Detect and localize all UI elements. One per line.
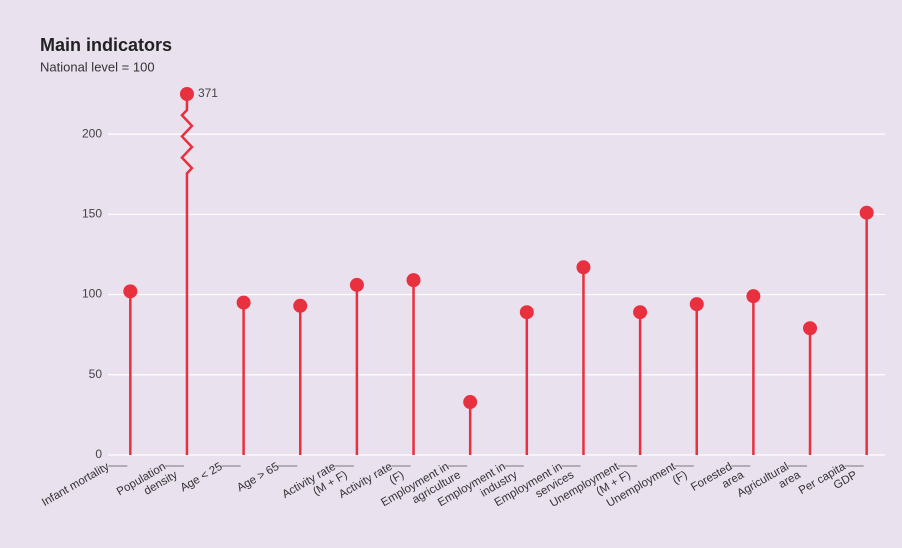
y-tick-label: 150: [82, 207, 102, 221]
dot: [123, 284, 138, 299]
stem: [180, 94, 194, 455]
dot: [406, 273, 421, 288]
y-tick-label: 0: [95, 447, 102, 461]
y-tick-label: 200: [82, 126, 102, 140]
dot: [633, 305, 648, 320]
dot: [859, 205, 874, 220]
dot: [803, 321, 818, 336]
y-tick-label: 50: [89, 367, 103, 381]
chart-title: Main indicators: [40, 35, 172, 55]
y-tick-label: 100: [82, 287, 102, 301]
dot: [519, 305, 534, 320]
dot: [576, 260, 591, 275]
dot: [179, 87, 194, 101]
dot: [689, 297, 704, 312]
value-label: 371: [198, 86, 218, 100]
dot: [746, 289, 761, 304]
dot: [463, 395, 478, 410]
dot: [293, 298, 308, 313]
chart-subtitle: National level = 100: [40, 59, 155, 74]
dot: [349, 277, 364, 292]
dot: [236, 295, 251, 310]
